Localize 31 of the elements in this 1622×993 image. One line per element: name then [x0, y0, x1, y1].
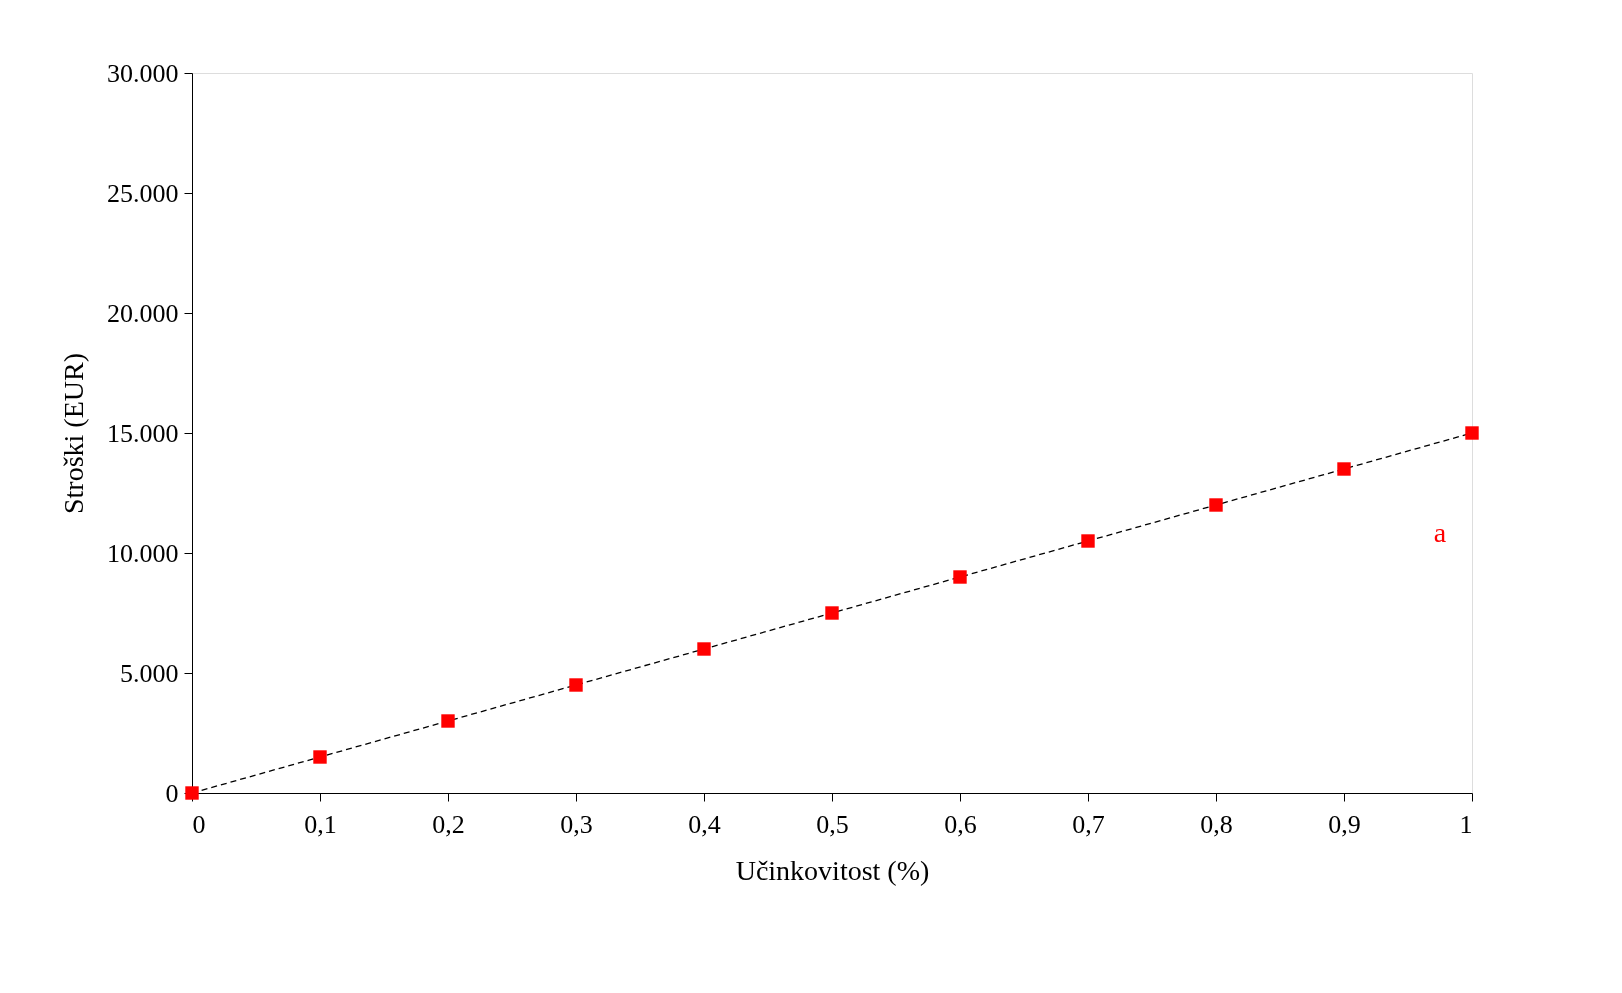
- point: [953, 570, 967, 584]
- y-tick-label: 30.000: [107, 58, 179, 88]
- point: [825, 606, 839, 620]
- x-tick-label: 0,8: [1200, 809, 1233, 839]
- point: [1081, 534, 1095, 548]
- point: [441, 714, 455, 728]
- point: [569, 678, 583, 692]
- y-tick-label: 10.000: [107, 538, 179, 568]
- y-tick-label: 20.000: [107, 298, 179, 328]
- x-tick-label: 0,9: [1328, 809, 1361, 839]
- point: [1337, 462, 1351, 476]
- y-tick-label: 0: [165, 778, 179, 808]
- point: [697, 642, 711, 656]
- annotation: a: [1433, 516, 1447, 548]
- x-tick-label: 0,3: [560, 809, 593, 839]
- point: [1465, 426, 1479, 440]
- x-tick-label: 0,5: [816, 809, 849, 839]
- point: [1209, 498, 1223, 512]
- x-tick-label: 0,7: [1072, 809, 1105, 839]
- y-axis-title: Stroški (EUR): [58, 353, 89, 514]
- x-axis-title: Učinkovitost (%): [735, 854, 930, 886]
- y-tick-label: 25.000: [107, 178, 179, 208]
- point: [313, 750, 327, 764]
- x-tick-label: 0: [192, 809, 206, 839]
- y-tick-label: 5.000: [120, 658, 179, 688]
- x-tick-label: 0,4: [688, 809, 721, 839]
- x-tick-label: 1: [1459, 809, 1473, 839]
- x-tick-label: 0,6: [944, 809, 977, 839]
- x-tick-label: 0,2: [432, 809, 465, 839]
- y-tick-label: 15.000: [107, 418, 179, 448]
- x-tick-label: 0,1: [304, 809, 337, 839]
